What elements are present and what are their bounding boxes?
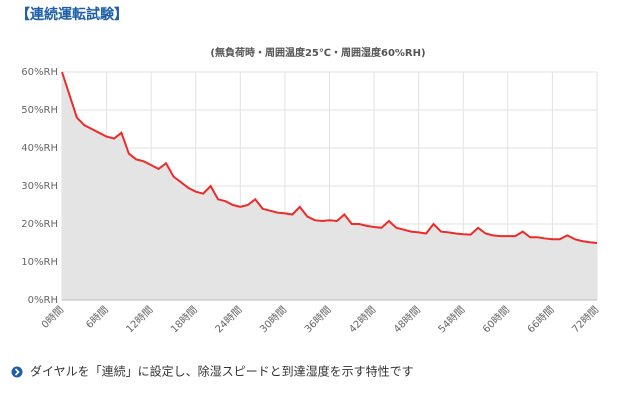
y-tick-label: 10%RH: [21, 257, 58, 268]
y-tick-label: 60%RH: [21, 67, 58, 78]
y-tick-label: 0%RH: [28, 295, 58, 306]
x-tick-label: 24時間: [213, 304, 245, 336]
x-tick-label: 60時間: [480, 304, 512, 336]
y-tick-label: 50%RH: [21, 105, 58, 116]
area: [62, 72, 597, 300]
x-tick-label: 54時間: [436, 304, 468, 336]
bullet-icon: [11, 366, 23, 378]
y-tick-label: 30%RH: [21, 181, 58, 192]
x-tick-label: 6時間: [84, 304, 111, 331]
x-tick-label: 30時間: [258, 304, 290, 336]
x-tick-label: 18時間: [168, 304, 200, 336]
x-tick-label: 72時間: [570, 304, 602, 336]
x-tick-label: 0時間: [39, 304, 66, 331]
x-tick-label: 48時間: [391, 304, 423, 336]
x-tick-label: 12時間: [124, 304, 156, 336]
line: [61, 71, 598, 244]
caption: ダイヤルを「連続」に設定し、除湿スピードと到達湿度を示す特性です: [30, 364, 414, 379]
x-tick-label: 36時間: [302, 304, 334, 336]
y-tick-label: 20%RH: [21, 219, 58, 230]
heading: 【連続運転試験】: [16, 6, 128, 23]
x-tick-label: 66時間: [525, 304, 557, 336]
x-tick-label: 42時間: [347, 304, 379, 336]
chart-subtitle: (無負荷時・周囲温度25℃・周囲湿度60%RH): [210, 46, 425, 59]
y-tick-label: 40%RH: [21, 143, 58, 154]
bullet-arrow: [14, 368, 20, 376]
